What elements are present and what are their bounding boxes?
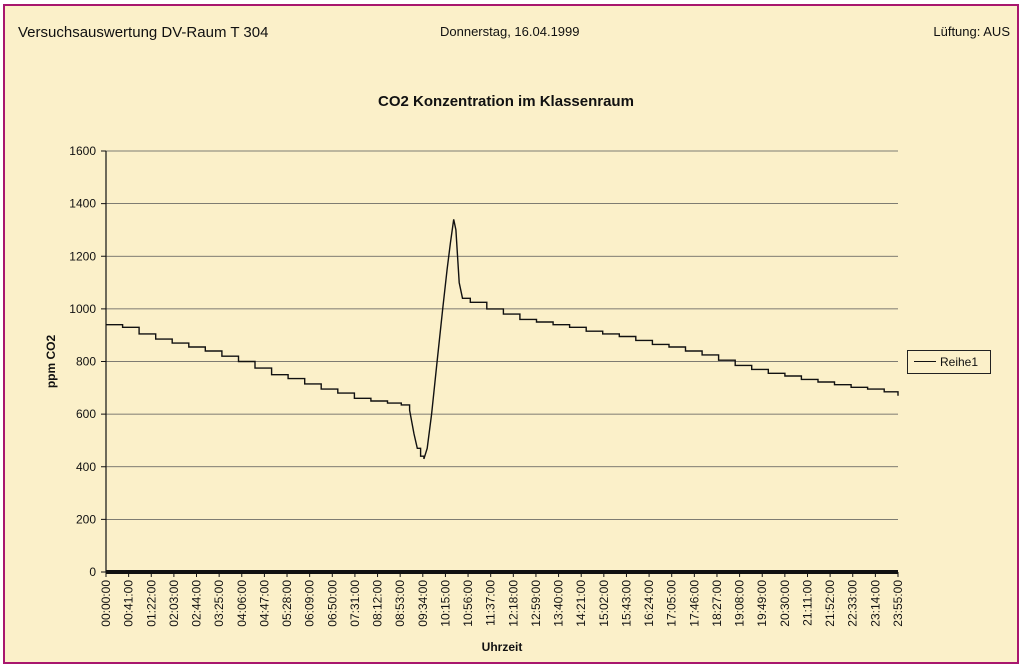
x-tick-label: 16:24:00 <box>642 580 656 627</box>
x-tick-label: 00:00:00 <box>99 580 113 627</box>
x-tick-label: 23:14:00 <box>868 580 882 627</box>
x-tick-label: 15:02:00 <box>597 580 611 627</box>
y-tick-label: 1200 <box>69 249 96 263</box>
x-tick-label: 08:53:00 <box>393 580 407 627</box>
x-tick-label: 04:06:00 <box>235 580 249 627</box>
x-tick-label: 06:50:00 <box>325 580 339 627</box>
x-tick-label: 18:27:00 <box>710 580 724 627</box>
x-axis-title: Uhrzeit <box>482 640 523 654</box>
y-tick-label: 200 <box>76 512 96 526</box>
y-axis-title: ppm CO2 <box>44 335 58 389</box>
y-tick-label: 400 <box>76 460 96 474</box>
series-line-reihe1 <box>106 219 899 460</box>
x-tick-label: 06:09:00 <box>303 580 317 627</box>
x-tick-label: 17:46:00 <box>687 580 701 627</box>
x-tick-label: 17:05:00 <box>665 580 679 627</box>
x-tick-label: 04:47:00 <box>257 580 271 627</box>
x-tick-label: 12:18:00 <box>506 580 520 627</box>
x-tick-label: 09:34:00 <box>416 580 430 627</box>
x-tick-label: 11:37:00 <box>484 580 498 626</box>
y-tick-label: 600 <box>76 407 96 421</box>
x-tick-label: 07:31:00 <box>348 580 362 627</box>
x-tick-label: 03:25:00 <box>212 580 226 627</box>
x-tick-label: 00:41:00 <box>122 580 136 627</box>
report-date: Donnerstag, 16.04.1999 <box>440 24 580 39</box>
x-tick-label: 01:22:00 <box>144 580 158 627</box>
x-tick-label: 02:03:00 <box>167 580 181 627</box>
legend-label-reihe1: Reihe1 <box>940 355 979 369</box>
y-tick-label: 1000 <box>69 302 96 316</box>
x-tick-label: 10:56:00 <box>461 580 475 627</box>
x-tick-label: 02:44:00 <box>190 580 204 627</box>
x-tick-label: 14:21:00 <box>574 580 588 627</box>
x-tick-label: 10:15:00 <box>438 580 452 627</box>
legend: Reihe1 <box>907 350 991 374</box>
x-tick-label: 21:52:00 <box>823 580 837 627</box>
x-tick-label: 22:33:00 <box>846 580 860 627</box>
x-tick-label: 19:49:00 <box>755 580 769 627</box>
legend-line-swatch <box>914 361 936 362</box>
y-tick-label: 800 <box>76 355 96 369</box>
x-tick-label: 12:59:00 <box>529 580 543 627</box>
report-title: Versuchsauswertung DV-Raum T 304 <box>18 24 269 41</box>
x-tick-label: 08:12:00 <box>371 580 385 627</box>
ventilation-status: Lüftung: AUS <box>933 24 1010 39</box>
x-tick-label: 21:11:00 <box>800 580 814 626</box>
x-tick-label: 23:55:00 <box>891 580 905 627</box>
x-tick-label: 05:28:00 <box>280 580 294 627</box>
y-tick-label: 1400 <box>69 197 96 211</box>
y-tick-label: 0 <box>89 565 96 579</box>
x-tick-label: 19:08:00 <box>733 580 747 627</box>
chart-frame <box>3 4 1019 664</box>
y-tick-label: 1600 <box>69 144 96 158</box>
x-tick-label: 15:43:00 <box>619 580 633 627</box>
x-tick-label: 20:30:00 <box>778 580 792 627</box>
x-tick-label: 13:40:00 <box>552 580 566 627</box>
chart-title: CO2 Konzentration im Klassenraum <box>378 93 634 110</box>
